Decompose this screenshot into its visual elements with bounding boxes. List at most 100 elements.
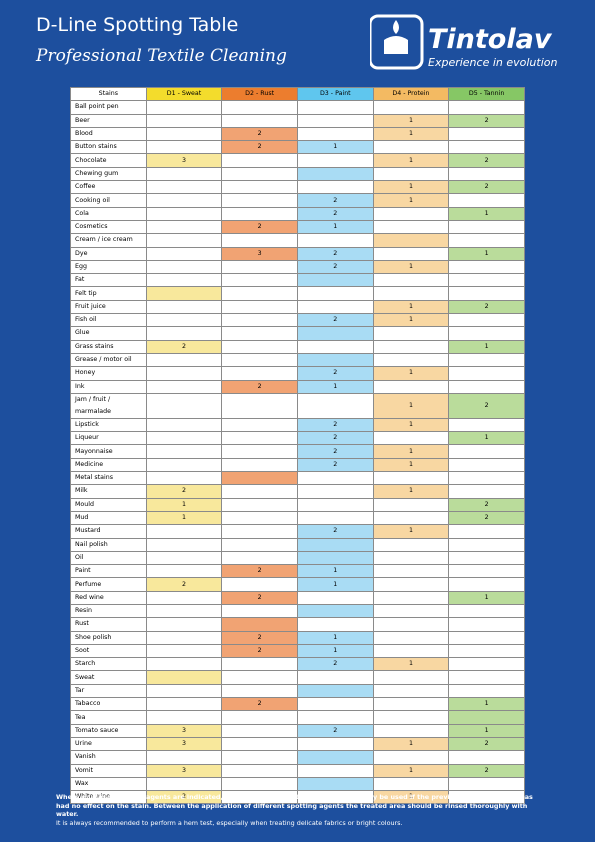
agent-cell — [221, 100, 298, 115]
agent-cell — [296, 736, 374, 752]
agent-cell — [372, 233, 450, 248]
agent-cell — [372, 683, 450, 699]
agent-cell — [145, 590, 223, 605]
agent-cell — [296, 617, 374, 632]
agent-cell: 3 — [145, 723, 223, 738]
tagline: Experience in evolution — [428, 56, 557, 69]
agent-cell — [372, 710, 450, 725]
agent-cell: 2 — [221, 697, 298, 712]
agent-cell: 1 — [372, 417, 450, 433]
agent-cell — [145, 417, 223, 433]
agent-cell — [296, 126, 374, 142]
stain-name: Resin — [70, 603, 147, 619]
table-row: Red wine 2 1 — [70, 590, 525, 605]
agent-cell — [221, 484, 298, 499]
table-row: Grass stains 2 1 — [70, 339, 525, 354]
agent-cell — [221, 431, 298, 446]
agent-cell — [221, 683, 298, 699]
agent-cell — [448, 550, 525, 566]
agent-cell — [145, 233, 223, 248]
stain-name: Honey — [70, 366, 147, 381]
advice: It is always recommended to perform a he… — [56, 818, 403, 827]
agent-cell: 2 — [296, 313, 374, 328]
agent-cell — [145, 379, 223, 394]
agent-cell — [145, 657, 223, 672]
agent-cell: 2 — [221, 126, 298, 142]
stain-name: Grease / motor oil — [70, 352, 147, 368]
agent-cell — [221, 763, 298, 778]
stain-name: Tea — [70, 710, 147, 725]
agent-cell — [372, 643, 450, 659]
stain-name: Cooking oil — [70, 193, 147, 208]
agent-cell — [145, 326, 223, 341]
stain-name: Milk — [70, 484, 147, 499]
stain-name: Oil — [70, 550, 147, 566]
stain-name: Jam / fruit / marmalade — [70, 392, 147, 419]
agent-cell — [296, 590, 374, 605]
agent-cell: 1 — [145, 510, 223, 526]
agent-cell: 2 — [296, 246, 374, 261]
table-row: Dye 3 2 1 — [70, 246, 525, 261]
agent-cell — [145, 352, 223, 368]
agent-cell — [221, 233, 298, 248]
stain-name: Mayonnaise — [70, 444, 147, 459]
agent-cell — [221, 524, 298, 539]
agent-cell: 1 — [448, 206, 525, 221]
stain-name: Mustard — [70, 524, 147, 539]
agent-cell — [145, 219, 223, 235]
agent-cell — [221, 339, 298, 354]
agent-cell — [296, 670, 374, 685]
agent-cell: 2 — [145, 484, 223, 499]
agent-cell — [221, 366, 298, 381]
agent-cell — [221, 286, 298, 301]
table-row: Cola 2 1 — [70, 206, 525, 221]
agent-cell — [372, 750, 450, 765]
table-row: Vomit 3 1 2 — [70, 763, 525, 778]
table-row: Nail polish — [70, 537, 525, 552]
agent-cell — [221, 392, 298, 419]
agent-cell: 1 — [372, 259, 450, 275]
agent-cell — [145, 246, 223, 261]
agent-cell — [221, 723, 298, 738]
agent-cell — [372, 723, 450, 738]
agent-cell — [296, 497, 374, 512]
agent-cell — [145, 313, 223, 328]
stain-name: Dye — [70, 246, 147, 261]
agent-cell — [448, 790, 525, 805]
agent-cell: 2 — [296, 259, 374, 275]
agent-cell — [145, 444, 223, 459]
agent-cell — [221, 180, 298, 195]
agent-cell: 3 — [145, 153, 223, 168]
agent-cell — [448, 617, 525, 632]
agent-cell: 2 — [221, 590, 298, 605]
stain-name: Urine — [70, 736, 147, 752]
table-row: Rust — [70, 617, 525, 632]
stain-name: Chocolate — [70, 153, 147, 168]
agent-cell — [296, 776, 374, 792]
agent-cell — [372, 246, 450, 261]
agent-cell — [145, 259, 223, 275]
agent-cell — [448, 417, 525, 433]
table-row: Cooking oil 2 1 — [70, 193, 525, 208]
table-row: Paint 2 1 — [70, 564, 525, 579]
subtitle: Professional Textile Cleaning — [36, 46, 287, 66]
table-row: Tabacco 2 1 — [70, 697, 525, 712]
agent-cell — [221, 153, 298, 168]
table-row: Mud 1 2 — [70, 510, 525, 526]
table-row: Mayonnaise 2 1 — [70, 444, 525, 459]
stain-name: Vanish — [70, 750, 147, 765]
agent-cell — [296, 233, 374, 248]
agent-cell — [448, 219, 525, 235]
stain-name: Tabacco — [70, 697, 147, 712]
agent-cell — [221, 313, 298, 328]
table-row: Mustard 2 1 — [70, 524, 525, 539]
agent-cell — [145, 180, 223, 195]
agent-cell — [145, 776, 223, 792]
agent-cell — [145, 524, 223, 539]
agent-cell: 2 — [145, 790, 223, 805]
agent-cell: 2 — [448, 736, 525, 752]
column-header: D2 - Rust — [221, 86, 298, 102]
table-row: Chocolate 3 1 2 — [70, 153, 525, 168]
stain-name: Wax — [70, 776, 147, 792]
